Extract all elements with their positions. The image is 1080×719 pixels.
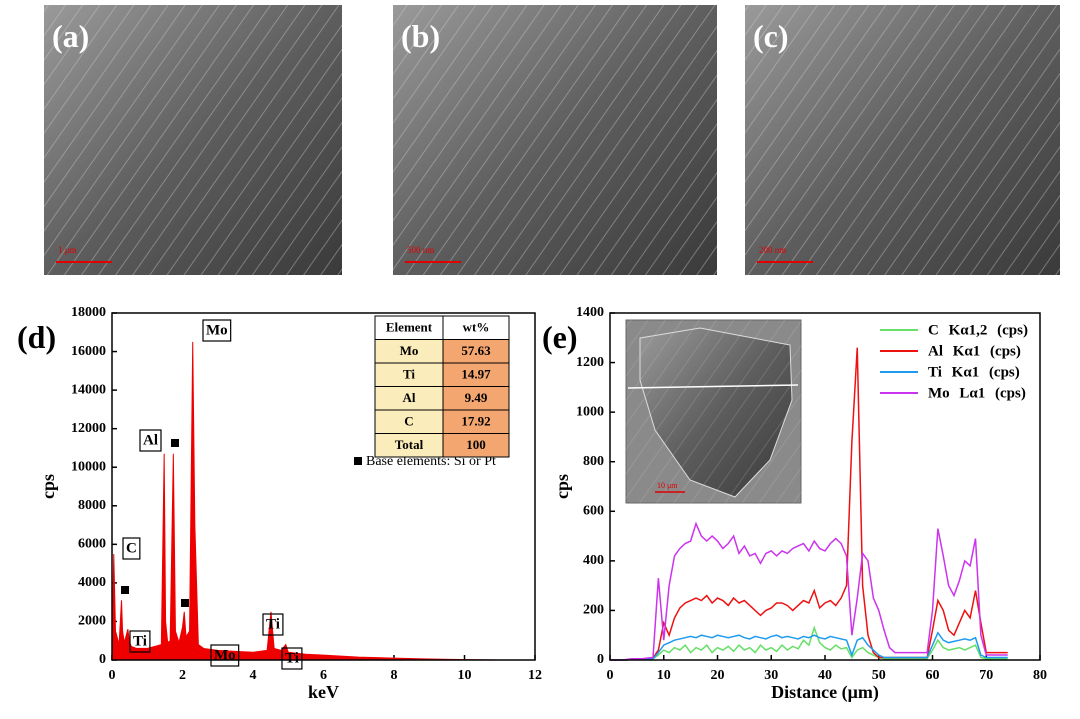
y-axis-label: cps <box>38 474 58 499</box>
table-text: C <box>404 414 413 429</box>
x-tick-label: 30 <box>764 668 778 683</box>
legend-text: Base elements: Si or Pt <box>366 454 496 469</box>
y-tick-label: 12000 <box>71 421 106 436</box>
inset-scale-label: 10 μm <box>657 481 678 490</box>
x-tick-label: 2 <box>179 668 186 683</box>
y-tick-label: 800 <box>583 454 604 469</box>
panel-label: (d) <box>17 319 56 355</box>
y-tick-label: 16000 <box>71 344 106 359</box>
table-text: Total <box>395 437 424 452</box>
table-cell <box>442 433 510 458</box>
base-marker <box>181 599 189 607</box>
inset-texture <box>626 320 801 503</box>
series-line <box>610 347 1008 661</box>
table-text: wt% <box>463 320 490 335</box>
x-tick-label: 20 <box>711 668 725 683</box>
table-text: 14.97 <box>461 367 491 382</box>
x-tick-label: 10 <box>458 668 472 683</box>
y-tick-label: 1000 <box>576 404 604 419</box>
scan-line <box>627 384 799 389</box>
y-tick-label: 4000 <box>78 575 106 590</box>
series-line <box>610 521 1008 661</box>
peak-label-box <box>281 647 303 670</box>
table-text: Mo <box>400 343 419 358</box>
sem-texture <box>44 5 342 275</box>
x-tick-label: 10 <box>657 668 671 683</box>
x-tick-label: 50 <box>872 668 886 683</box>
table-text: 9.49 <box>465 390 488 405</box>
peak-label: Ti <box>133 633 147 649</box>
series-line <box>610 631 1008 661</box>
panel-label: (b) <box>401 18 440 54</box>
x-tick-label: 12 <box>528 668 542 683</box>
base-marker <box>121 586 129 594</box>
y-tick-label: 2000 <box>78 614 106 629</box>
legend-text: Mo Lα1 (cps) <box>928 385 1026 401</box>
x-axis-label: Distance (μm) <box>771 682 879 703</box>
peak-label-box <box>262 613 284 636</box>
scale-label: 500 nm <box>407 245 434 255</box>
peak-label-box <box>139 429 162 452</box>
plot-frame <box>111 312 536 661</box>
scale-label: 200 nm <box>759 245 786 255</box>
y-tick-label: 6000 <box>78 537 106 552</box>
table-text: 100 <box>466 437 486 452</box>
y-tick-label: 1200 <box>576 355 604 370</box>
table-text: Al <box>403 390 416 405</box>
legend-marker <box>354 457 362 465</box>
plot-frame <box>609 312 1041 661</box>
scale-label: 1 μm <box>58 245 77 255</box>
x-tick-label: 70 <box>979 668 993 683</box>
table-text: 17.92 <box>461 414 490 429</box>
legend-text: Ti Kα1 (cps) <box>928 364 1020 380</box>
panel-label: (c) <box>753 18 789 54</box>
y-tick-label: 18000 <box>71 305 106 320</box>
y-tick-label: 0 <box>597 652 604 667</box>
legend-text: Al Kα1 (cps) <box>928 343 1021 359</box>
y-tick-label: 10000 <box>71 459 106 474</box>
x-tick-label: 80 <box>1033 668 1047 683</box>
peak-label-box <box>210 644 240 667</box>
x-tick-label: 8 <box>391 668 398 683</box>
x-axis-label: keV <box>308 682 339 702</box>
peak-label-box <box>122 537 141 560</box>
x-tick-label: 40 <box>818 668 832 683</box>
x-tick-label: 0 <box>109 668 116 683</box>
peak-label: Mo <box>214 647 236 663</box>
legend-text: C Kα1,2 (cps) <box>928 322 1028 338</box>
y-tick-label: 0 <box>99 652 106 667</box>
series-line <box>610 625 1008 661</box>
sem-texture <box>393 5 717 275</box>
y-tick-label: 14000 <box>71 382 106 397</box>
y-axis-label: cps <box>552 474 572 499</box>
y-tick-label: 1400 <box>576 305 604 320</box>
peak-label: Ti <box>266 616 280 632</box>
peak-label-box <box>129 630 151 653</box>
y-tick-label: 600 <box>583 504 604 519</box>
y-tick-label: 200 <box>583 603 604 618</box>
panel-label: (a) <box>52 18 89 54</box>
panel-label: (e) <box>542 319 578 355</box>
x-tick-label: 6 <box>320 668 327 683</box>
table-text: Element <box>386 320 433 335</box>
base-marker <box>171 439 179 447</box>
spectrum <box>111 341 500 661</box>
peak-label: Mo <box>206 322 228 338</box>
x-tick-label: 60 <box>926 668 940 683</box>
y-tick-label: 8000 <box>78 498 106 513</box>
peak-label: Ti <box>285 650 299 666</box>
x-tick-label: 0 <box>607 668 614 683</box>
table-text: 57.63 <box>461 343 491 358</box>
sem-texture <box>745 5 1060 275</box>
peak-label: C <box>126 540 137 556</box>
peak-label-box <box>202 319 232 342</box>
peak-label: Al <box>143 432 158 448</box>
y-tick-label: 400 <box>583 553 604 568</box>
table-text: Ti <box>403 367 415 382</box>
x-tick-label: 4 <box>250 668 257 683</box>
